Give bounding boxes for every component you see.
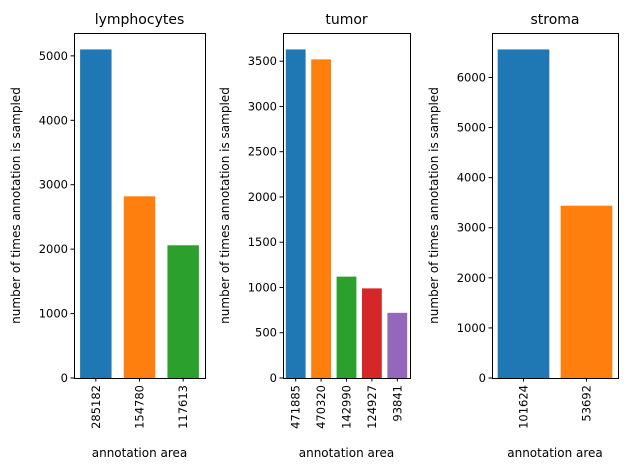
x-tick-label: 117613 [176,385,190,429]
x-tick-label: 142990 [340,385,354,429]
y-tick-label: 3000 [457,221,486,235]
y-tick-label: 1500 [248,235,277,249]
bar-142990 [336,276,357,378]
chart-title-stroma: stroma [530,12,579,28]
y-tick-label: 2000 [457,271,486,285]
y-axis-label: number of times annotation is sampled [9,87,23,324]
y-tick-label: 2000 [39,242,68,256]
y-tick-label: 5000 [39,49,68,63]
bar-471885 [285,49,306,379]
x-tick-label: 101624 [517,385,531,429]
y-tick-label: 1000 [248,280,277,294]
bar-93841 [387,312,408,378]
chart-title-tumor: tumor [325,12,368,28]
y-tick-label: 3000 [39,178,68,192]
x-axis-label: annotation area [507,446,603,460]
y-tick-label: 3500 [248,54,277,68]
y-tick-label: 5000 [457,121,486,135]
y-tick-label: 0 [61,371,68,385]
y-axis-label: number of times annotation is sampled [427,87,441,324]
y-tick-label: 1000 [457,321,486,335]
bar-124927 [361,288,382,378]
x-tick-label: 470320 [314,385,328,429]
bar-470320 [311,59,331,378]
x-tick-label: 93841 [390,385,404,422]
bar-101624 [497,49,550,379]
y-axis-label: number of times annotation is sampled [218,87,232,324]
x-axis-label: annotation area [92,446,188,460]
x-tick-label: 285182 [89,385,103,429]
bar-154780 [123,196,156,378]
x-tick-label: 124927 [365,385,379,429]
bar-117613 [167,245,199,378]
panel-tumor: 0 500 1000 1500 2000 2500 3000 3500 471885 470320… [218,12,411,460]
y-tick-label: 2500 [248,145,277,159]
y-tick-label: 0 [270,371,277,385]
y-tick-label: 4000 [39,113,68,127]
y-tick-label: 3000 [248,99,277,113]
y-tick-label: 2000 [248,190,277,204]
x-axis-label: annotation area [299,446,395,460]
panel-stroma: 0 1000 2000 3000 4000 5000 6000 101624 53692 stro… [427,12,619,460]
y-tick-label: 500 [255,326,277,340]
bar-285182 [80,49,112,379]
y-tick-label: 1000 [39,307,68,321]
x-tick-label: 53692 [580,385,594,422]
x-tick-label: 471885 [289,385,303,429]
y-tick-label: 0 [479,371,486,385]
y-tick-label: 4000 [457,171,486,185]
y-tick-label: 6000 [457,70,486,84]
x-tick-label: 154780 [133,385,147,429]
bar-53692 [560,205,613,378]
axes-frame [492,33,619,379]
panel-lymphocytes: 0 1000 2000 3000 4000 5000 285182 154780 117613 l… [9,12,206,460]
chart-title-lymphocytes: lymphocytes [95,12,185,28]
